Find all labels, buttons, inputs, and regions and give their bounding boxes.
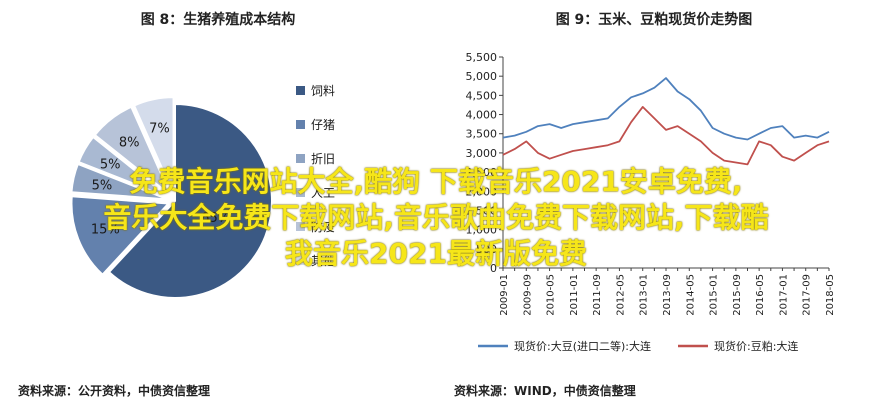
y-tick-label: 4,500 (466, 89, 498, 102)
y-tick-label: 1,500 (466, 204, 498, 217)
legend-swatch-2 (296, 120, 305, 129)
pie-source-note: 资料来源：公开资料，中债资信整理 (18, 384, 211, 398)
series-line-2 (502, 106, 830, 166)
pie-slice-5 (93, 105, 172, 197)
pie-chart-title: 图 8：生猪养殖成本结构 (140, 12, 296, 28)
legend-label-6: 其他 (311, 254, 335, 268)
y-tick-label: 0 (490, 262, 497, 275)
pie-slice-1 (107, 102, 273, 299)
legend-label-2: 现货价:豆粕:大连 (714, 339, 798, 353)
x-tick-label: 2017-09 (802, 274, 813, 316)
x-tick-label: 2011-01 (569, 274, 580, 316)
x-tick-label: 2011-09 (592, 274, 603, 316)
x-tick-label: 2015-01 (709, 274, 720, 316)
y-tick-label: 3,500 (466, 128, 498, 141)
line-chart-title: 图 9：玉米、豆粕现货价走势图 (555, 12, 753, 28)
legend-swatch-4 (296, 188, 305, 197)
pie-slice-4 (77, 135, 170, 199)
x-tick-label: 2018-05 (825, 274, 836, 316)
x-tick-label: 2013-01 (639, 274, 650, 316)
series-line-1 (502, 77, 830, 141)
pie-slice-2 (70, 195, 171, 277)
pie-slice-label-3: 5% (92, 178, 113, 193)
watermark-line-2[interactable]: 音乐大全免费下载网站,音乐歌曲免费下载网站,下载酷 (103, 201, 769, 234)
pie-slice-3 (70, 162, 169, 201)
legend-label-5: 防疫 (311, 219, 335, 234)
legend-label-4: 人工 (311, 186, 335, 200)
y-tick-label: 500 (476, 243, 497, 256)
legend-swatch-1 (296, 86, 305, 95)
watermark-line-1[interactable]: 免费音乐网站大全,酷狗 下载音乐2021安卓免费, (129, 165, 743, 198)
x-tick-label: 2009-09 (522, 274, 533, 316)
watermark-line-3[interactable]: 我音乐2021最新版免费 (285, 237, 587, 270)
y-tick-label: 4,000 (466, 109, 498, 122)
x-tick-label: 2017-01 (778, 274, 789, 316)
pie-slice-label-6: 7% (149, 122, 170, 137)
x-tick-label: 2014-05 (685, 274, 696, 316)
legend-label-3: 折旧 (311, 151, 335, 166)
legend-swatch-6 (296, 256, 305, 265)
pie-chart-panel: 图 8：生猪养殖成本结构 65% 15% 5% 5% 8% 7% 饲料 仔猪 折旧 人工 防疫 其他 … (18, 12, 335, 398)
x-tick-label: 2010-05 (546, 274, 557, 316)
pie-slice-6 (132, 96, 175, 195)
y-tick-label: 3,000 (466, 147, 498, 160)
line-chart-panel: 图 9：玉米、豆粕现货价走势图 0 500 1,000 1,500 2,000 2,500… (436, 0, 872, 416)
line-chart: 0 500 1,000 1,500 2,000 2,500 3,000 3,500 4,000 4… (466, 51, 837, 353)
x-tick-label: 2015-09 (732, 274, 743, 316)
legend-swatch-5 (296, 222, 305, 231)
x-tick-label: 2013-09 (662, 274, 673, 316)
x-tick-label: 2009-01 (499, 274, 510, 316)
pie-slice-label-1: 65% (201, 211, 230, 226)
x-tick-label: 2012-05 (615, 274, 626, 316)
y-tick-label: 5,500 (466, 51, 498, 64)
y-tick-label: 2,500 (466, 166, 498, 179)
legend-label-1: 现货价:大豆(进口二等):大连 (514, 339, 651, 353)
y-tick-label: 1,000 (466, 224, 498, 237)
y-tick-label: 5,000 (466, 70, 498, 83)
legend-label-2: 仔猪 (311, 118, 335, 132)
y-tick-label: 2,000 (466, 185, 498, 198)
pie-slice-label-4: 5% (100, 158, 121, 173)
line-source-note: 资料来源：WIND，中债资信整理 (454, 384, 636, 398)
pie-slice-label-5: 8% (119, 136, 140, 151)
legend-swatch-3 (296, 154, 305, 163)
pie-slice-label-2: 15% (91, 222, 120, 237)
legend-label-1: 饲料 (311, 84, 335, 98)
x-tick-label: 2016-05 (755, 274, 766, 316)
